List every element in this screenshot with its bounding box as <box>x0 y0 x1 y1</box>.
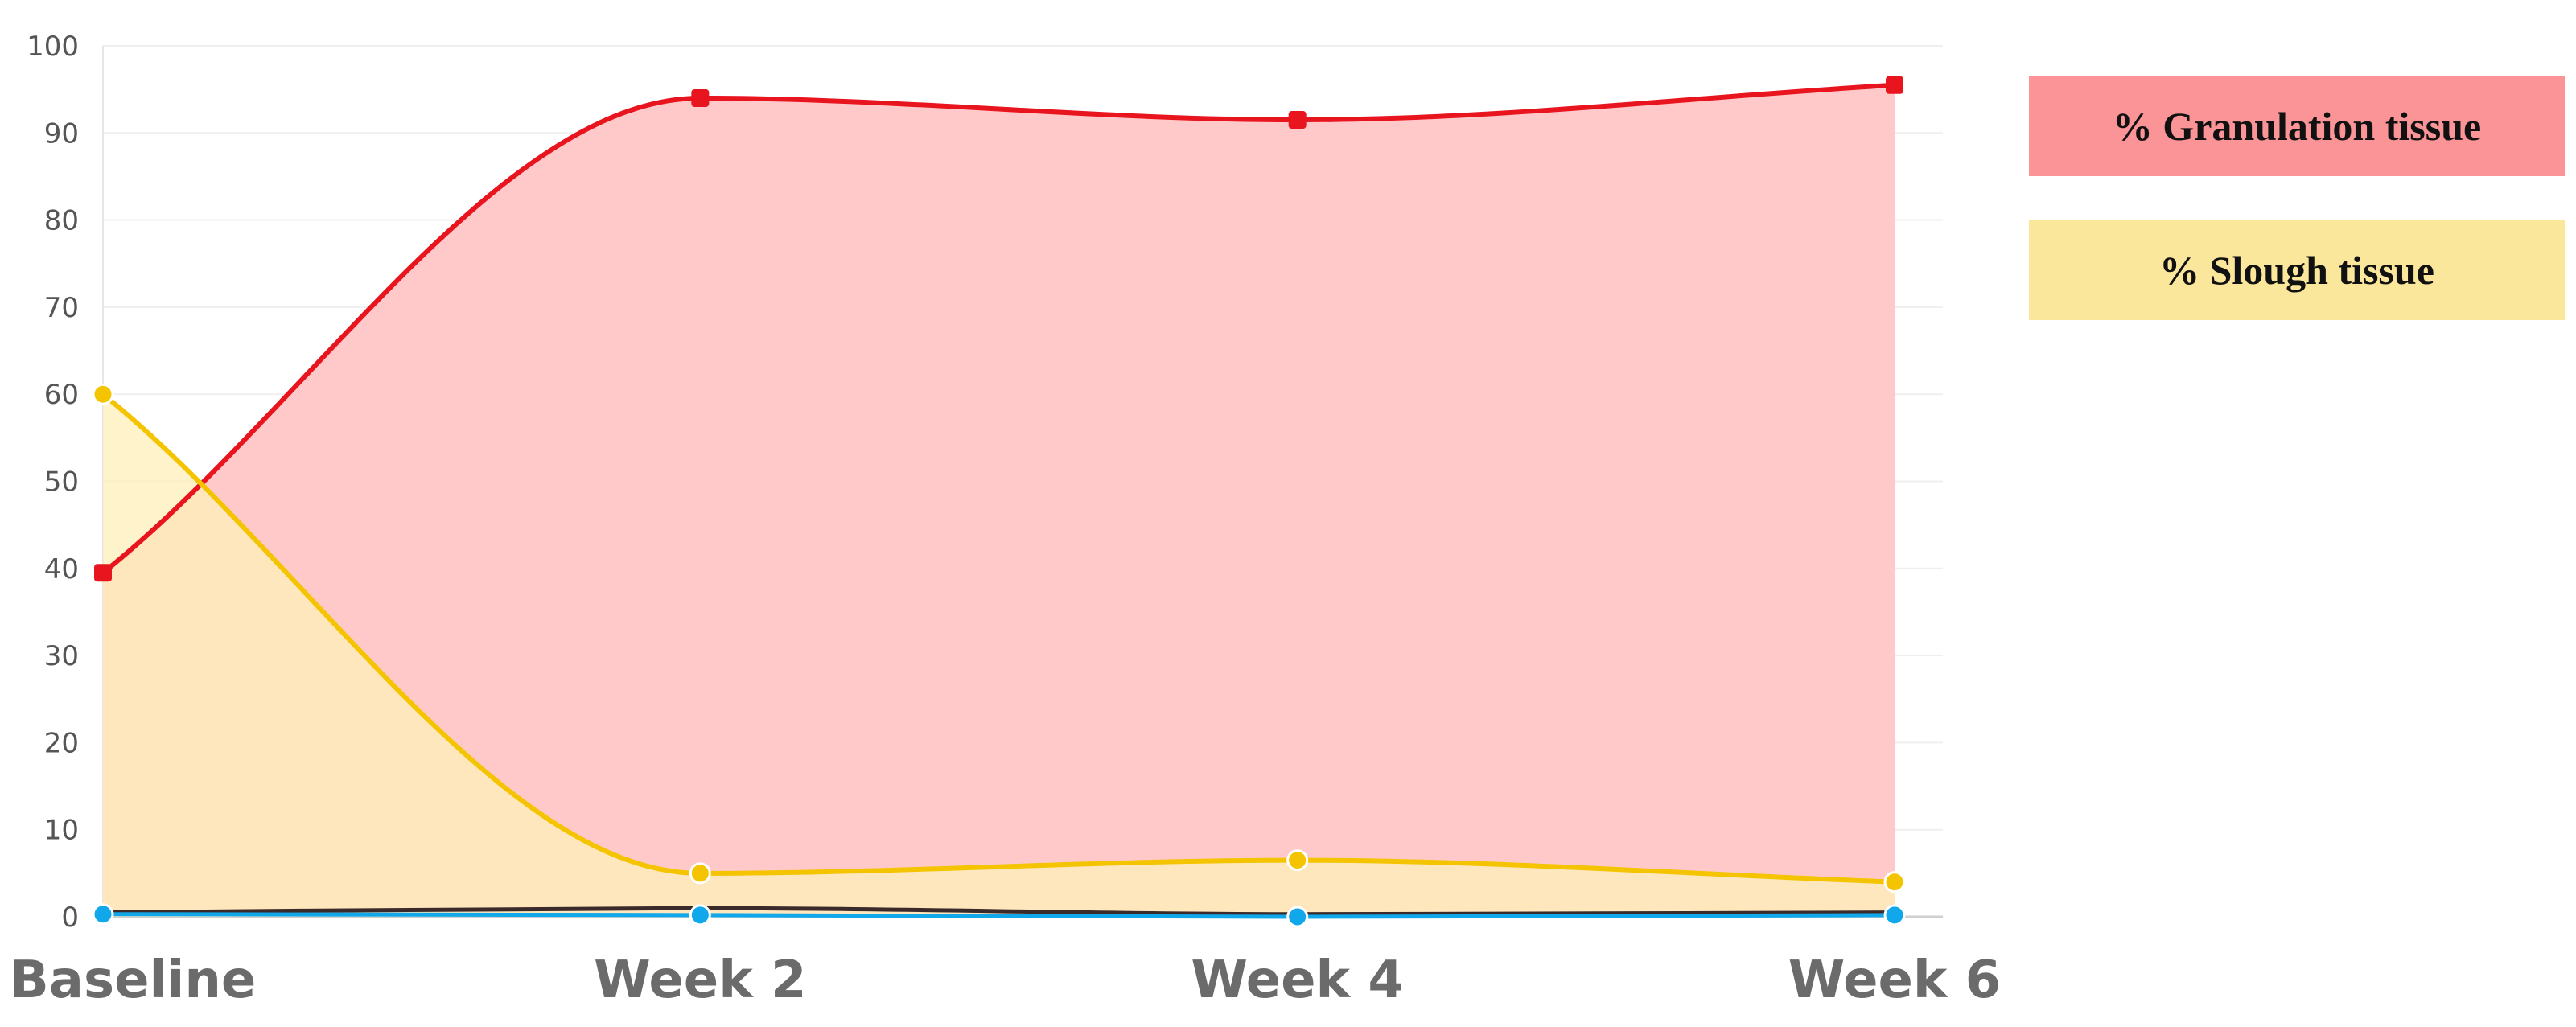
y-tick-label-20: 20 <box>44 727 79 759</box>
legend-label-slough: % Slough tissue <box>2159 248 2434 293</box>
point-series-3-week-6 <box>1883 904 1906 926</box>
y-tick-label-70: 70 <box>44 292 79 324</box>
point-series-3-week-2 <box>689 904 711 926</box>
y-tick-label-90: 90 <box>44 117 79 150</box>
x-tick-label-week-2: Week 2 <box>594 951 807 1010</box>
point-slough-tissue-baseline <box>92 383 114 405</box>
legend-slough-tissue: % Slough tissue <box>2029 220 2565 320</box>
line-series-2 <box>102 906 1895 917</box>
line-series-3 <box>102 912 1895 919</box>
y-tick-label-0: 0 <box>61 902 79 934</box>
y-tick-label-100: 100 <box>27 31 79 63</box>
point-series-3-week-4 <box>1286 906 1309 928</box>
area-granulation-tissue <box>103 84 1895 918</box>
line-granulation-tissue <box>101 82 1895 575</box>
legend-label-granulation: % Granulation tissue <box>2112 104 2482 149</box>
point-granulation-tissue-week-6 <box>1886 76 1903 94</box>
point-slough-tissue-week-2 <box>689 862 711 885</box>
point-granulation-tissue-baseline <box>94 564 112 582</box>
series-lines <box>101 82 1895 919</box>
y-tick-label-30: 30 <box>44 640 79 672</box>
line-slough-tissue <box>101 392 1895 885</box>
series-areas <box>103 84 1895 918</box>
area-slough-tissue <box>103 394 1895 917</box>
point-granulation-tissue-week-4 <box>1288 111 1307 129</box>
y-tick-label-60: 60 <box>44 379 79 411</box>
x-tick-label-week-4: Week 4 <box>1191 951 1404 1010</box>
x-tick-label-week-6: Week 6 <box>1788 951 2002 1010</box>
y-axis-tick-labels: 0 10 20 30 40 50 60 70 80 90 100 <box>27 31 79 934</box>
point-slough-tissue-week-4 <box>1286 849 1309 872</box>
x-tick-label-baseline: Baseline <box>10 951 256 1010</box>
point-granulation-tissue-week-2 <box>691 88 710 107</box>
point-slough-tissue-week-6 <box>1883 871 1906 893</box>
x-axis-tick-labels: Baseline Week 2 Week 4 Week 6 <box>10 951 2001 1010</box>
y-tick-label-40: 40 <box>44 553 79 585</box>
y-tick-label-50: 50 <box>44 466 79 499</box>
series-points <box>92 76 1906 928</box>
point-series-3-baseline <box>92 903 114 926</box>
y-tick-label-80: 80 <box>44 205 79 237</box>
legend-granulation-tissue: % Granulation tissue <box>2029 76 2565 176</box>
y-tick-label-10: 10 <box>44 815 79 847</box>
